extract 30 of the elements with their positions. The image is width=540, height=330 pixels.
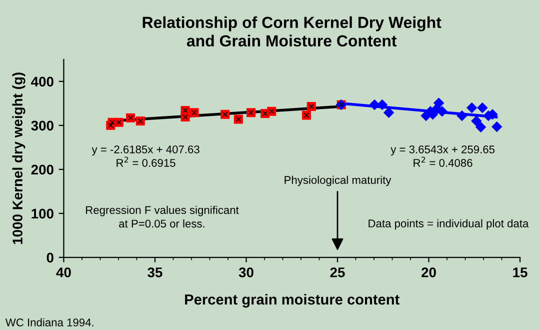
annotation: Physiological maturity [284,176,392,186]
y-tick-label: 0 [46,252,54,263]
x-tick-label: 20 [422,267,436,278]
chart-title: Relationship of Corn Kernel Dry Weight and Grain Moisture Content [142,16,442,47]
x-tick-label: 35 [148,267,162,278]
y-axis-title: 1000 Kernel dry weight (g) [12,72,26,244]
y-tick-label: 200 [31,164,54,175]
point [471,116,482,126]
point [436,106,448,117]
y-tick-label: 300 [31,120,54,131]
point [466,102,478,114]
point [491,121,502,132]
point [456,110,468,122]
x-tick-label: 40 [56,267,71,278]
text: WC Indiana 1994. [5,318,94,326]
annotation: y = 3.6543x + 259.65 R$^{2}$ = 0.4086 [390,145,495,167]
y-tick-label: 400 [31,76,54,87]
x-axis-title: Percent grain moisture content [185,294,400,308]
point [369,99,380,110]
annotation: Data points = individual plot data [368,219,529,230]
annotation: y = -2.6185x + 407.63 R$^{2}$ = 0.6915 [92,145,200,167]
point [383,107,394,118]
point [477,102,488,114]
y-tick-label: 100 [32,208,54,219]
x-tick-label: 15 [513,268,528,278]
point [475,122,486,133]
x-tick-label: 25 [330,267,345,278]
annotation: Regression F values significant at P=0.05 or less. [86,206,239,228]
point [376,99,388,110]
x-tick-label: 30 [238,267,254,278]
